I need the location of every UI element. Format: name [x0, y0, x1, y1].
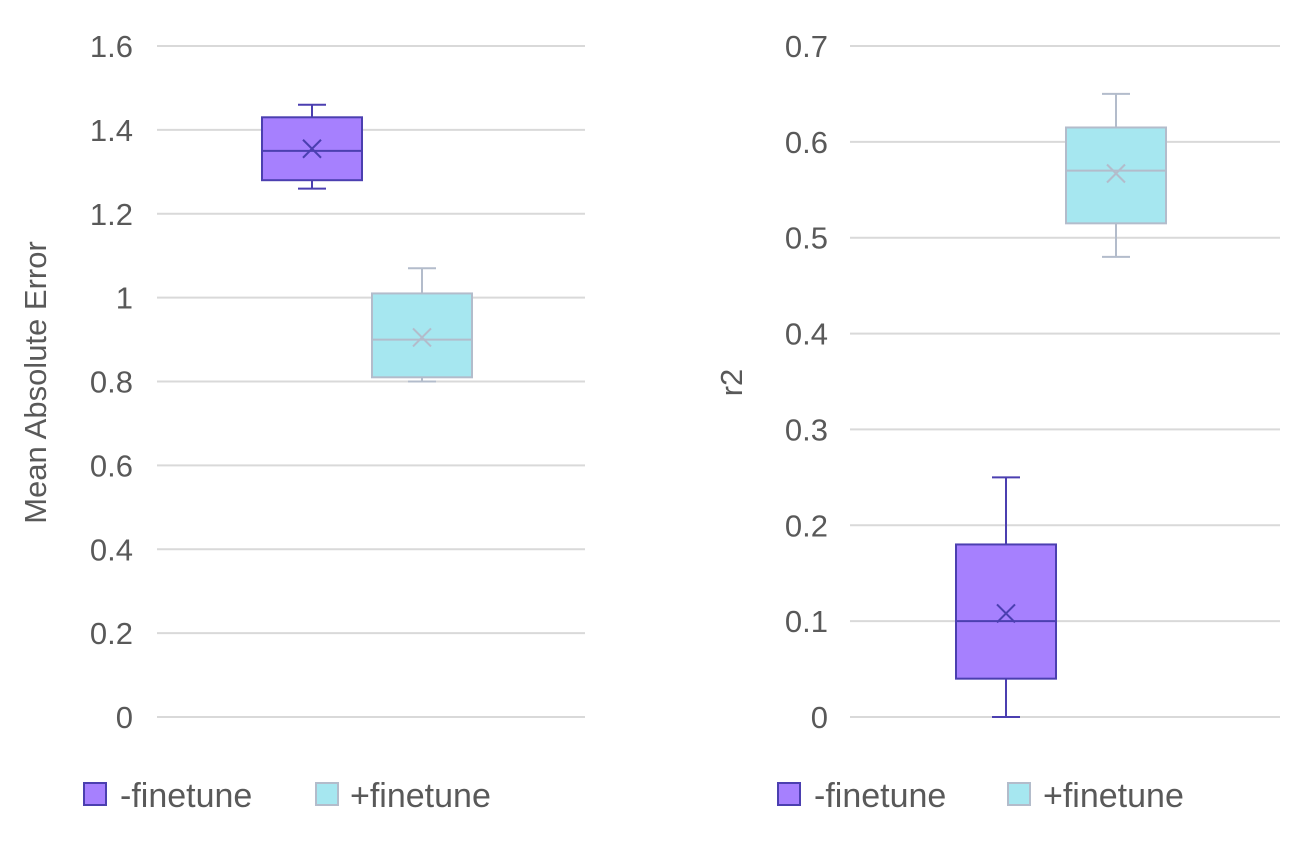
box-1 — [955, 476, 1057, 718]
y-tick-label: 0.3 — [785, 412, 828, 447]
y-axis-title: Mean Absolute Error — [18, 241, 53, 524]
y-tick-label: 0.4 — [90, 532, 133, 567]
y-tick-label: 0.6 — [90, 448, 133, 483]
y-axis-title: r2 — [714, 369, 749, 397]
legend-label: +finetune — [350, 777, 491, 815]
legend-swatch — [315, 782, 339, 806]
legend-swatch — [777, 782, 801, 806]
legend-label: -finetune — [814, 777, 946, 815]
y-tick-label: 1.4 — [90, 113, 133, 148]
y-tick-label: 0.7 — [785, 29, 828, 64]
box-iqr — [371, 292, 473, 379]
y-tick-label: 0.8 — [90, 365, 133, 400]
mean-marker — [412, 327, 432, 348]
box-2 — [1065, 92, 1167, 258]
box-iqr — [955, 543, 1057, 680]
legend-label: +finetune — [1043, 777, 1184, 815]
legend-label: -finetune — [120, 777, 252, 815]
y-tick-label: 0.5 — [785, 221, 828, 256]
chart-1: 0 0.2 0.4 0.6 0.8 1 1.2 1.4 1.6 Mean Absolute Err… — [18, 29, 585, 815]
y-tick-label: 1.2 — [90, 197, 133, 232]
y-tick-label: 0.1 — [785, 604, 828, 639]
box-2 — [371, 267, 473, 383]
y-tick-label: 0.2 — [785, 508, 828, 543]
legend-swatch — [83, 782, 107, 806]
mean-marker — [996, 603, 1016, 624]
legend-swatch — [1007, 782, 1031, 806]
y-tick-label: 0.2 — [90, 616, 133, 651]
y-tick-label: 0 — [116, 700, 133, 735]
box-iqr — [1065, 126, 1167, 225]
y-tick-label: 1 — [116, 281, 133, 316]
y-tick-label: 1.6 — [90, 29, 133, 64]
mean-marker — [1106, 163, 1126, 184]
chart-2: 0 0.1 0.2 0.3 0.4 0.5 0.6 0.7 r2 -finetune +finetu… — [714, 29, 1280, 815]
mean-marker — [302, 139, 322, 159]
y-tick-label: 0.4 — [785, 317, 828, 352]
y-tick-label: 0 — [811, 700, 828, 735]
box-1 — [261, 103, 363, 190]
y-tick-label: 0.6 — [785, 125, 828, 160]
